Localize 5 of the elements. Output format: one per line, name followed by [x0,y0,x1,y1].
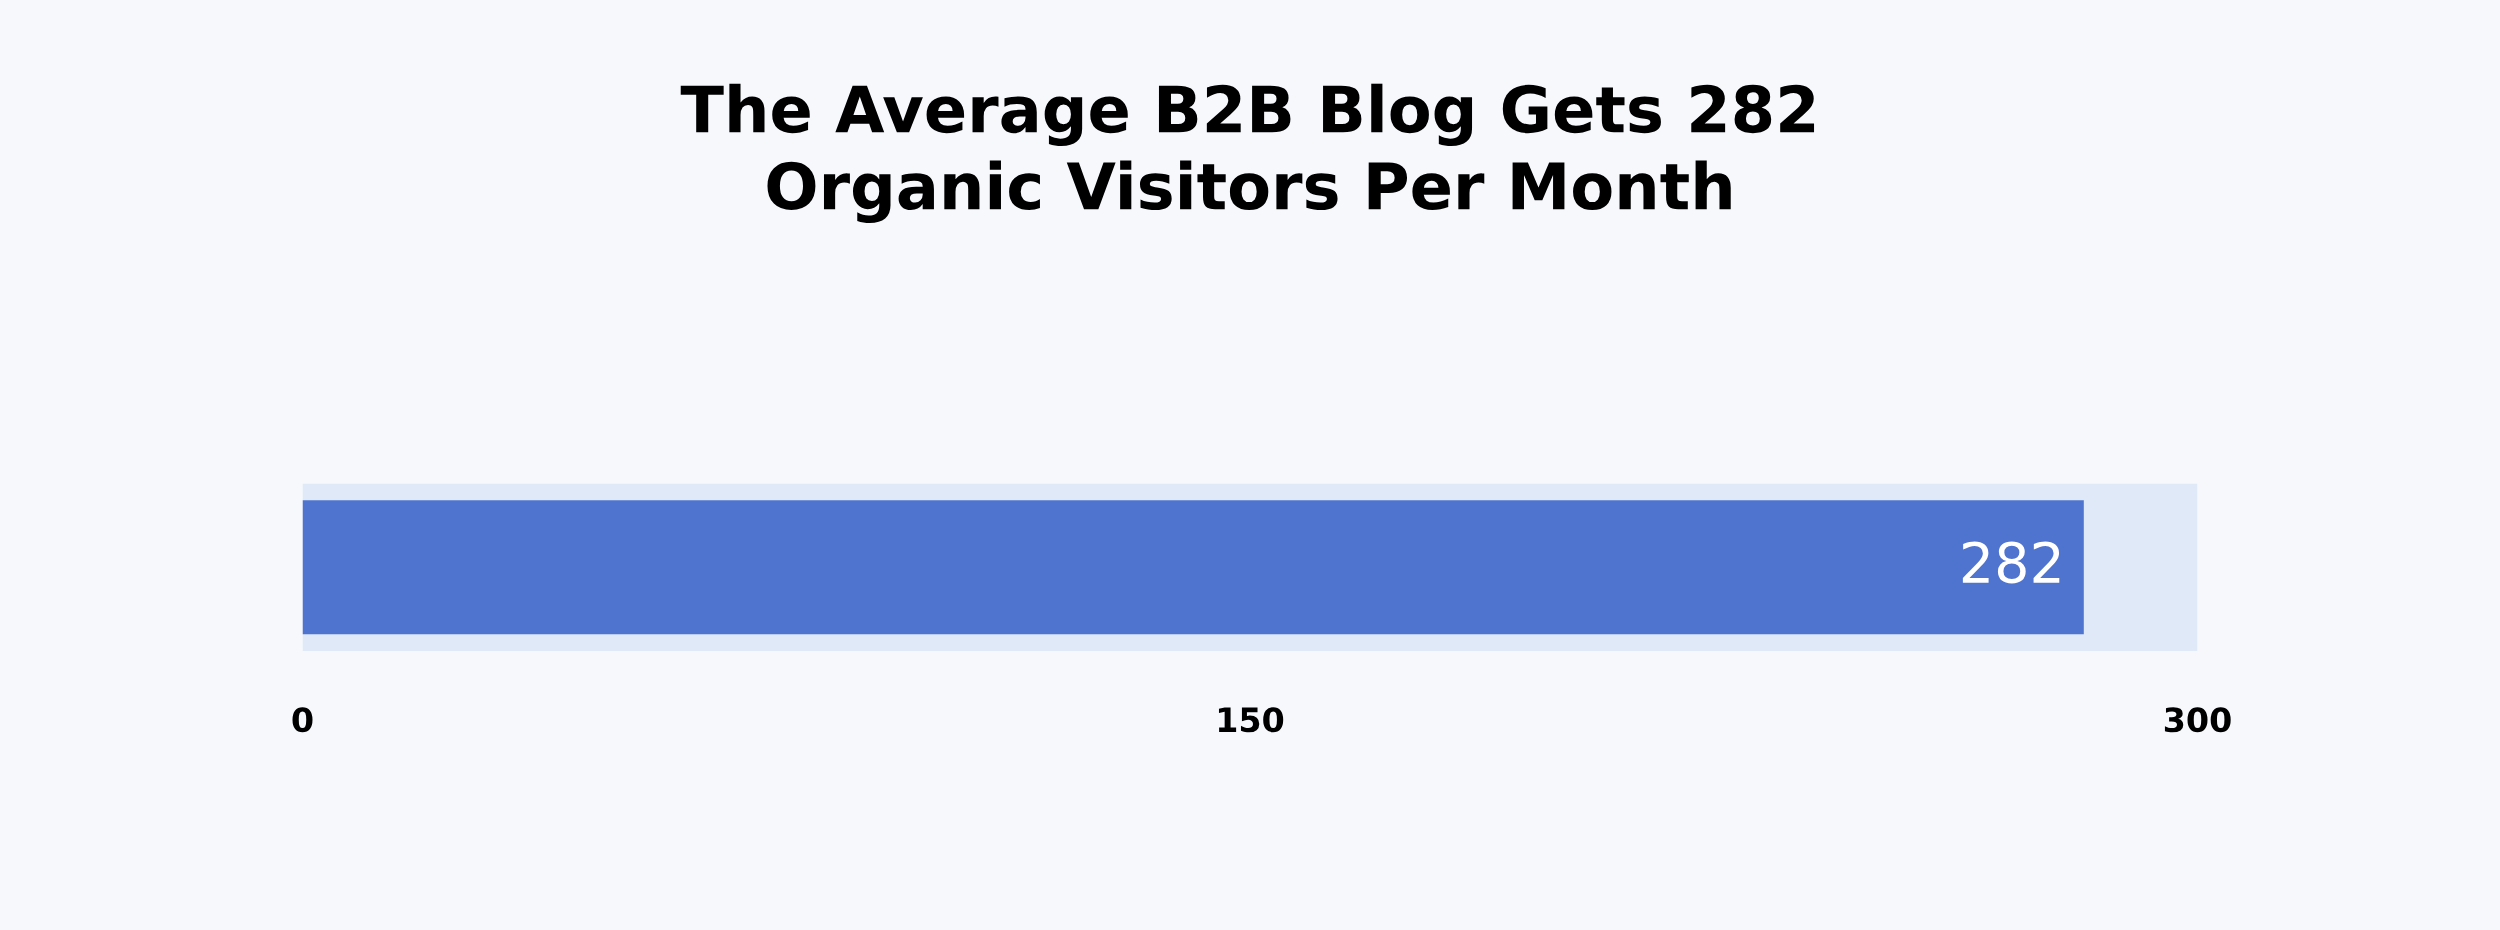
data-label: 282 [1962,541,2060,584]
x-tick-label: 0 [292,707,313,733]
chart-title: The Average B2B Blog Gets 282 Organic Visitors Per Month [680,83,1815,223]
x-tick-label: 150 [1218,707,1284,733]
x-tick-label: 300 [2164,707,2231,733]
